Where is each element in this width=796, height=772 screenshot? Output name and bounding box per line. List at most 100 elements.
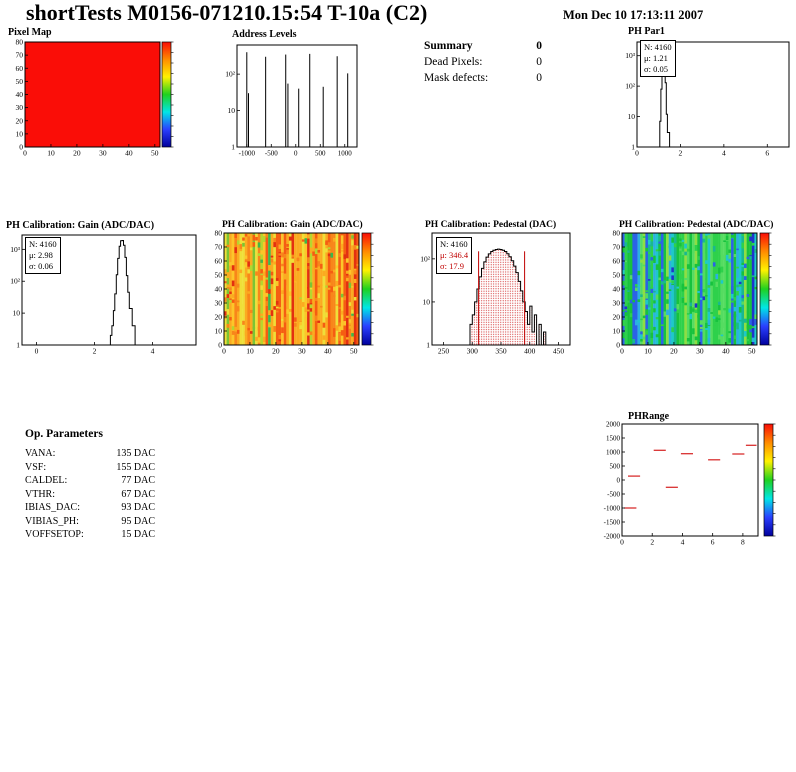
- svg-text:10³: 10³: [10, 245, 21, 254]
- svg-text:10³: 10³: [625, 51, 636, 60]
- op-parameters-title: Op. Parameters: [25, 428, 103, 440]
- svg-text:60: 60: [613, 257, 621, 266]
- svg-text:250: 250: [438, 347, 450, 356]
- svg-text:50: 50: [16, 77, 24, 86]
- pedestal-stat-n: N: 4160: [440, 239, 468, 249]
- svg-text:0: 0: [294, 150, 298, 158]
- svg-text:-2000: -2000: [604, 533, 621, 541]
- ph-par1-stat-sigma: σ: 0.05: [644, 64, 668, 74]
- pixel-map-panel: Pixel Map 0 10 20 30 40 50 0 10 20 30 40 50 60 70 80: [3, 25, 198, 167]
- svg-text:30: 30: [99, 149, 107, 158]
- gain-hist-stat-mu: μ: 2.98: [29, 250, 53, 260]
- svg-text:1: 1: [426, 341, 430, 350]
- gain-hist-panel: PH Calibration: Gain (ADC/DAC) 0 2 4 1 10 10²…: [3, 218, 203, 357]
- ibias-dac-value: 93 DAC: [121, 502, 155, 513]
- svg-text:30: 30: [298, 347, 306, 356]
- pedestal-stat-mu: μ: 346.4: [440, 250, 469, 260]
- svg-text:20: 20: [272, 347, 280, 356]
- svg-text:0: 0: [620, 538, 624, 547]
- svg-text:70: 70: [16, 51, 24, 60]
- svg-text:30: 30: [613, 299, 621, 308]
- pedestal-map-plot: 0 10 20 30 40 50 0 10 20 30 40 50 60 70 80: [613, 229, 772, 356]
- address-levels-plot: -1000 -500 0 500 1000 1 10 10²: [225, 44, 358, 158]
- svg-text:-500: -500: [607, 491, 620, 499]
- op-parameters-panel: Op. Parameters VANA: 135 DAC VSF: 155 DA…: [25, 428, 155, 542]
- ibias-dac-label: IBIAS_DAC:: [25, 502, 81, 513]
- timestamp: Mon Dec 10 17:13:11 2007: [563, 8, 704, 22]
- voffsetop-value: 15 DAC: [121, 529, 155, 540]
- svg-text:60: 60: [215, 257, 223, 266]
- dead-pixels-value: 0: [536, 56, 542, 68]
- svg-text:350: 350: [495, 347, 507, 356]
- svg-text:1000: 1000: [338, 150, 353, 158]
- svg-text:50: 50: [613, 271, 621, 280]
- svg-text:80: 80: [215, 229, 223, 238]
- svg-text:20: 20: [670, 347, 678, 356]
- svg-text:40: 40: [215, 285, 223, 294]
- address-levels-title: Address Levels: [232, 29, 297, 40]
- caldel-label: CALDEL:: [25, 475, 68, 486]
- svg-text:-500: -500: [265, 150, 278, 158]
- svg-text:0: 0: [35, 347, 39, 356]
- vibias-ph-label: VIBIAS_PH:: [25, 515, 79, 527]
- svg-text:70: 70: [215, 243, 223, 252]
- pedestal-map-title: PH Calibration: Pedestal (ADC/DAC): [619, 220, 774, 230]
- vibias-ph-value: 95 DAC: [121, 515, 155, 527]
- svg-text:-1500: -1500: [604, 519, 621, 527]
- ph-par1-stats-box: N: 4160 μ: 1.21 σ: 0.05: [640, 40, 676, 77]
- pedestal-hist-plot: 250 300 350 400 450 1 10 10²: [420, 232, 571, 356]
- svg-text:10²: 10²: [225, 70, 236, 79]
- vana-label: VANA:: [25, 448, 56, 459]
- voffsetop-label: VOFFSETOP:: [25, 529, 84, 540]
- ph-par1-title: PH Par1: [628, 26, 665, 37]
- svg-text:20: 20: [215, 313, 223, 322]
- op-row-caldel: CALDEL: 77 DAC: [25, 474, 155, 488]
- gain-hist-title: PH Calibration: Gain (ADC/DAC): [6, 220, 155, 231]
- svg-text:1: 1: [631, 143, 635, 152]
- pedestal-hist-stats-box: N: 4160 μ: 346.4 σ: 17.9: [436, 237, 473, 274]
- pixel-map-title: Pixel Map: [8, 27, 52, 38]
- svg-text:2: 2: [93, 347, 97, 356]
- summary-panel: Summary 0 Dead Pixels: 0 Mask defects: 0: [424, 38, 542, 86]
- svg-text:2: 2: [650, 538, 654, 547]
- caldel-value: 77 DAC: [121, 475, 155, 486]
- summary-mask-defects-row: Mask defects: 0: [424, 70, 542, 86]
- svg-text:4: 4: [151, 347, 155, 356]
- svg-text:2: 2: [679, 149, 683, 158]
- summary-title: Summary: [424, 40, 473, 52]
- vsf-label: VSF:: [25, 461, 47, 473]
- svg-text:50: 50: [151, 149, 159, 158]
- ph-par1-stat-mu: μ: 1.21: [644, 53, 668, 63]
- svg-text:40: 40: [722, 347, 730, 356]
- svg-text:-1000: -1000: [604, 505, 621, 513]
- svg-text:4: 4: [681, 538, 685, 547]
- svg-text:10²: 10²: [625, 82, 636, 91]
- op-row-voffsetop: VOFFSETOP: 15 DAC: [25, 528, 155, 542]
- summary-dead-pixels-row: Dead Pixels: 0: [424, 54, 542, 70]
- svg-text:10²: 10²: [420, 254, 431, 263]
- svg-text:450: 450: [553, 347, 565, 356]
- svg-text:80: 80: [613, 229, 621, 238]
- svg-text:10: 10: [246, 347, 254, 356]
- pixel-map-plot: 0 10 20 30 40 50 0 10 20 30 40 50 60 70 80: [16, 38, 174, 158]
- svg-text:0: 0: [218, 341, 222, 350]
- svg-text:0: 0: [635, 149, 639, 158]
- gain-hist-stat-sigma: σ: 0.06: [29, 261, 53, 271]
- ph-par1-stat-n: N: 4160: [644, 42, 672, 52]
- vthr-label: VTHR:: [25, 488, 55, 500]
- summary-total-value: 0: [536, 40, 542, 52]
- svg-text:10: 10: [215, 327, 223, 336]
- svg-text:10: 10: [47, 149, 55, 158]
- svg-text:1000: 1000: [606, 449, 621, 457]
- op-row-ibias-dac: IBIAS_DAC: 93 DAC: [25, 501, 155, 515]
- svg-text:20: 20: [73, 149, 81, 158]
- svg-text:0: 0: [620, 347, 624, 356]
- svg-text:6: 6: [711, 538, 715, 547]
- svg-text:50: 50: [215, 271, 223, 280]
- vana-value: 135 DAC: [116, 448, 155, 459]
- op-row-vthr: VTHR: 67 DAC: [25, 488, 155, 502]
- svg-text:10: 10: [13, 309, 21, 318]
- svg-text:400: 400: [524, 347, 536, 356]
- svg-text:30: 30: [16, 103, 24, 112]
